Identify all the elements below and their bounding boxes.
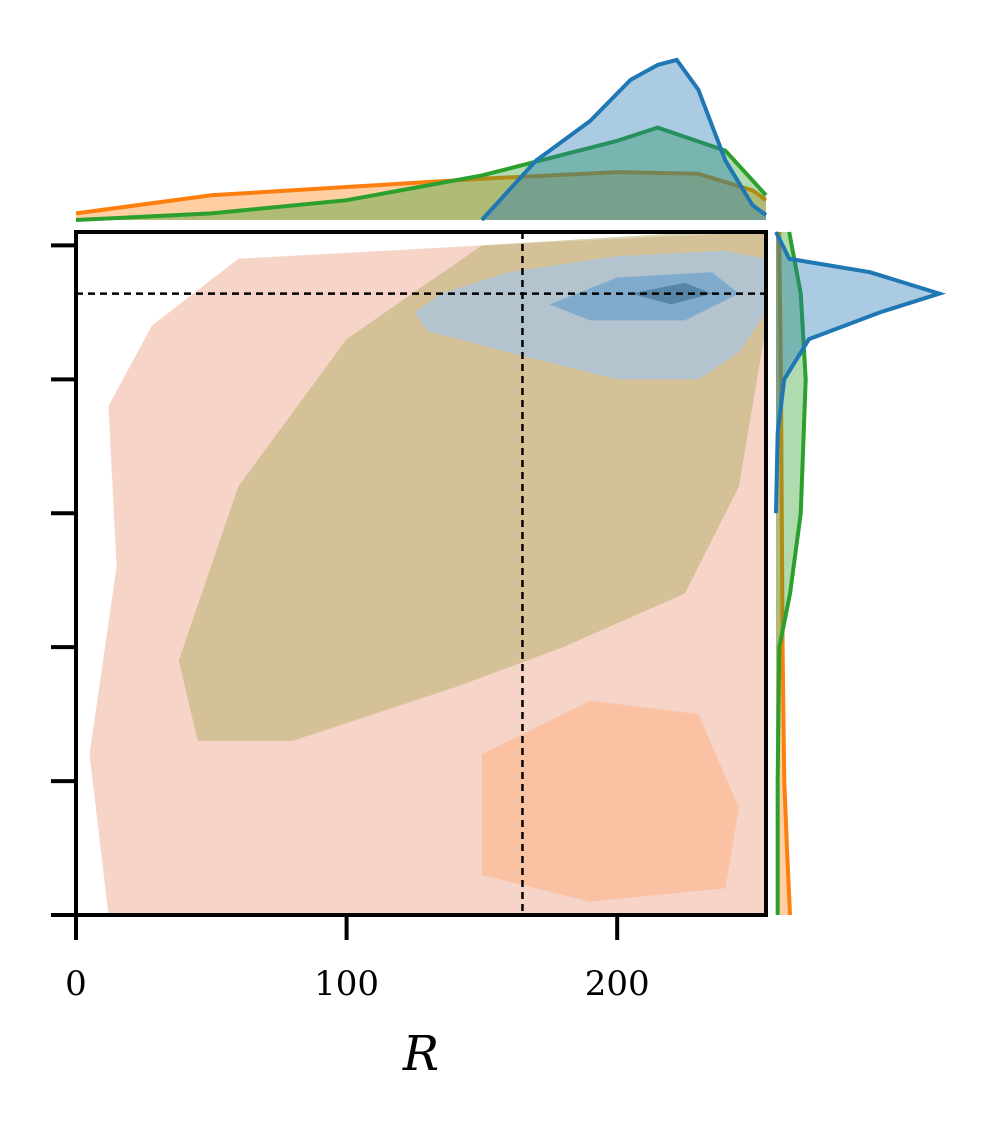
marginal-y-curve: [775, 231, 808, 915]
marginal-x-curve: [75, 125, 768, 222]
x-tick-label: 0: [65, 964, 87, 1004]
marginal-x-curve: [480, 57, 768, 222]
density-contour: [630, 282, 712, 305]
marginal-y-curve: [777, 232, 793, 916]
x-axis-label: R: [402, 1026, 439, 1082]
marginal-x-area: [481, 59, 766, 221]
x-tick-label: 200: [585, 964, 650, 1004]
plot-frame: [74, 230, 768, 917]
x-tick-label: 100: [314, 964, 379, 1004]
marginal-y-area: [776, 232, 940, 514]
plot-area: [89, 232, 766, 915]
marginal-x-area: [76, 127, 766, 220]
marginal-y-curve: [774, 231, 947, 514]
density-contour: [481, 700, 739, 902]
